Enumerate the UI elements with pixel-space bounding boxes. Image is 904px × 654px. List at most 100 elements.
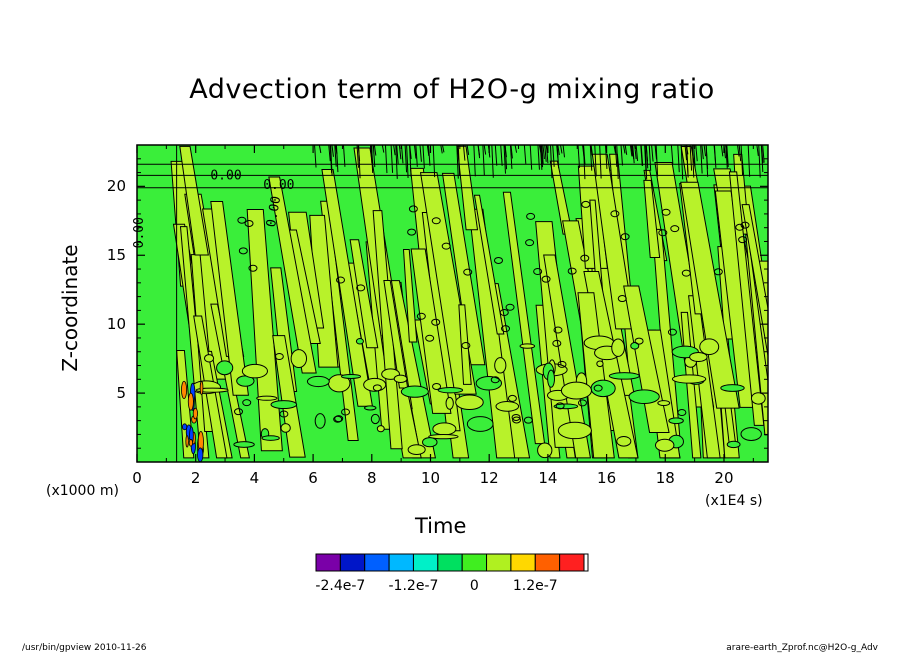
- contour-closed: [279, 410, 289, 418]
- contour-line-top: [686, 145, 689, 178]
- contour-line-top: [680, 145, 684, 180]
- contour-closed: [740, 221, 750, 229]
- contour-region-patch: [537, 442, 553, 459]
- contour-line-top: [740, 145, 744, 176]
- x-tick-label: 6: [308, 469, 318, 487]
- contour-line-top: [441, 145, 445, 153]
- contour-line-top: [314, 145, 317, 168]
- contour-line-top: [529, 145, 533, 170]
- contour-region-patch: [671, 374, 707, 384]
- footer-left-text: /usr/bin/gpview 2010-11-26: [22, 643, 147, 653]
- contour-closed: [237, 216, 247, 224]
- contour-line-top: [705, 145, 709, 170]
- contour-line-top: [689, 145, 693, 171]
- contour-region-patch: [596, 360, 604, 368]
- colorbar-swatch: [315, 553, 341, 572]
- contour-line-top: [510, 145, 513, 159]
- contour-line-top: [756, 145, 759, 157]
- contour-line-top: [622, 145, 626, 154]
- contour-region-positive: [402, 249, 418, 343]
- x-tick-label: 2: [190, 469, 201, 487]
- contour-closed: [431, 318, 441, 326]
- contour-line-top: [691, 145, 695, 178]
- contour-line-top: [426, 145, 430, 156]
- contour-region-patch: [233, 441, 255, 448]
- contour-region-patch: [628, 389, 660, 404]
- contour-line-top: [539, 145, 543, 170]
- contour-line-top: [620, 145, 623, 166]
- contour-line-top: [552, 145, 555, 167]
- contour-region-patch: [393, 374, 408, 384]
- contour-line-top: [540, 145, 544, 168]
- colorbar-swatch: [559, 553, 585, 572]
- contour-line-top: [373, 145, 377, 156]
- contour-region-positive: [473, 194, 505, 335]
- contour-region-positive: [577, 292, 615, 459]
- contour-line-top: [477, 145, 481, 156]
- y-tick-label: 20: [106, 177, 126, 196]
- contour-closed: [242, 399, 252, 407]
- contour-line-top: [644, 145, 648, 180]
- contour-line-top: [589, 145, 593, 171]
- contour-closed: [541, 275, 551, 283]
- contour-closed: [244, 219, 254, 227]
- contour-line-top: [395, 145, 398, 179]
- contour-line-top: [318, 145, 322, 154]
- contour-region-patch: [432, 422, 457, 436]
- contour-region-patch: [726, 440, 741, 449]
- contour-region-strong: [181, 380, 188, 399]
- contour-region-positive: [372, 210, 403, 450]
- contour-region-positive: [349, 239, 379, 349]
- contour-region-patch: [241, 363, 268, 379]
- contour-line-top: [701, 145, 704, 160]
- contour-region-strong: [188, 439, 193, 447]
- contour-region-patch: [428, 434, 459, 440]
- contour-region-patch: [203, 354, 215, 363]
- x-tick-label: 4: [249, 469, 260, 487]
- plot-field: [137, 145, 768, 462]
- contour-line-top: [384, 145, 388, 174]
- contour-region-patch: [494, 357, 507, 374]
- contour-closed: [557, 360, 567, 368]
- contour-line-top: [523, 145, 527, 164]
- y-axis-label: Z-coordinate: [58, 244, 82, 372]
- contour-closed: [248, 264, 258, 272]
- contour-region-patch: [445, 396, 454, 410]
- x-tick-label: 20: [714, 469, 734, 487]
- contour-line-top: [544, 145, 547, 162]
- contour-closed: [617, 295, 627, 303]
- contour-line-top: [703, 145, 707, 157]
- colorbar-swatch: [388, 553, 414, 572]
- contour-region-patch: [280, 423, 291, 433]
- contour-closed: [523, 416, 533, 424]
- contour-region-patch: [256, 395, 278, 401]
- contour-line-top: [582, 145, 586, 180]
- contour-line-top: [390, 145, 394, 173]
- contour-line-top: [629, 145, 633, 157]
- contour-closed: [505, 303, 515, 311]
- contour-closed: [634, 337, 644, 345]
- x-tick-label: 0: [132, 469, 142, 487]
- contour-region-strong: [197, 447, 204, 462]
- contour-closed: [667, 328, 677, 336]
- contour-region-positive: [268, 176, 317, 374]
- contour-line-top: [404, 145, 408, 173]
- contour-line-top: [473, 145, 476, 177]
- contour-closed: [580, 254, 590, 262]
- contour-line-top: [372, 145, 376, 168]
- contour-closed: [407, 228, 417, 236]
- contour-region-patch: [616, 435, 632, 447]
- contour-line-top: [503, 145, 506, 174]
- colorbar-swatch: [437, 553, 463, 572]
- contour-region-patch: [364, 405, 377, 411]
- contour-closed: [593, 384, 603, 392]
- contour-region-patch: [608, 372, 640, 380]
- colorbar-label: -2.4e-7: [315, 578, 366, 594]
- colorbar-end: [583, 553, 589, 572]
- contour-line-top: [590, 145, 593, 156]
- contour-line-top: [737, 145, 740, 157]
- contour-line-top: [537, 145, 540, 170]
- contour-closed: [620, 233, 630, 241]
- contour-line-top: [415, 145, 418, 167]
- contour-line-top: [634, 145, 637, 160]
